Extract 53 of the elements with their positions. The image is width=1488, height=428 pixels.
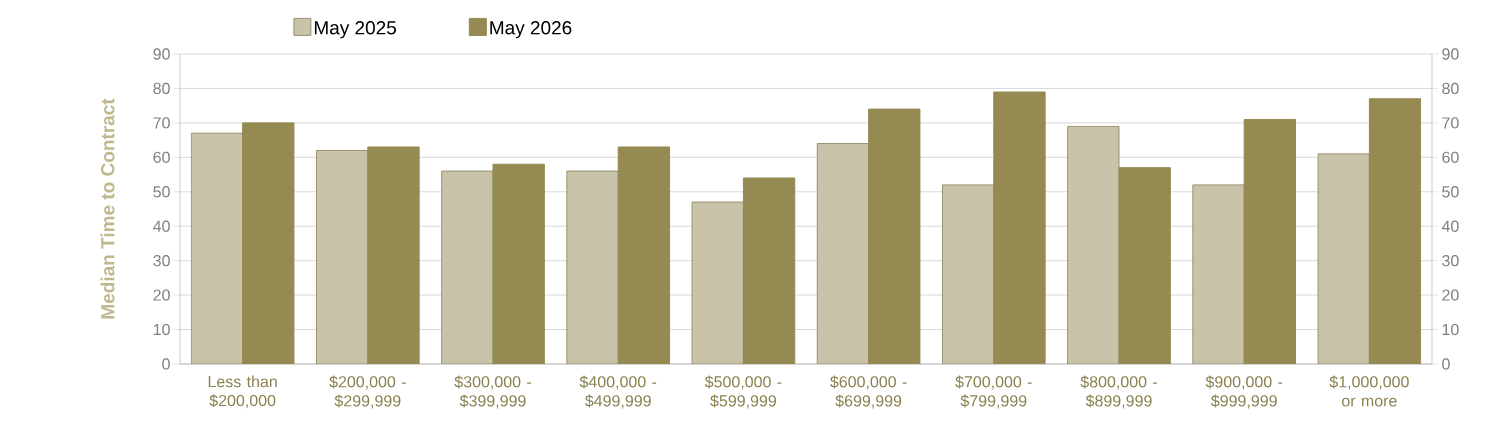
x-tick-label: $900,000 - $999,999	[1205, 375, 1283, 409]
bar	[566, 170, 619, 364]
bar	[816, 143, 870, 364]
y2-tick-label: 10	[1442, 323, 1459, 336]
y-tick-label: 40	[153, 220, 170, 232]
y2-tick-label: 80	[1442, 82, 1459, 95]
x-tick-label: $300,000 - $399,999	[454, 375, 531, 409]
x-tick-label: $400,000 - $499,999	[579, 375, 657, 409]
y-tick-label: 50	[153, 186, 170, 198]
bar	[1192, 184, 1245, 364]
y2-tick-label: 0	[1442, 358, 1450, 370]
y-tick-label: 60	[153, 151, 170, 163]
x-tick-label: $500,000 - $599,999	[704, 375, 782, 409]
y-tick-label: 70	[153, 117, 170, 129]
y2-tick-label: 50	[1442, 186, 1459, 198]
x-tick-label: $700,000 - $799,999	[955, 375, 1032, 409]
y-tick-label: 90	[153, 48, 170, 60]
y-tick-label: 0	[162, 358, 170, 370]
y-tick-label: 10	[153, 323, 170, 336]
bar	[941, 184, 995, 364]
bar	[617, 146, 671, 364]
bar	[315, 149, 369, 364]
legend-label: May 2026	[490, 21, 572, 39]
y2-tick-label: 30	[1442, 255, 1459, 267]
x-tick-label: $200,000 - $299,999	[329, 375, 406, 409]
bar	[1368, 98, 1422, 364]
y-tick-label: 20	[153, 289, 170, 301]
bar	[742, 177, 796, 364]
x-tick-label: $1,000,000 or more	[1329, 375, 1409, 407]
y-tick-label: 80	[153, 82, 170, 95]
bar	[1067, 125, 1120, 364]
y2-tick-label: 20	[1442, 289, 1459, 301]
y2-tick-label: 70	[1442, 117, 1459, 129]
y-tick-label: 30	[153, 255, 170, 267]
bar	[1317, 153, 1370, 364]
bar	[367, 146, 420, 364]
bar	[242, 122, 295, 364]
x-tick-label: $600,000 - $699,999	[830, 375, 907, 409]
y-axis-title: Median Time to Contract	[100, 98, 115, 319]
bar	[441, 170, 494, 364]
bar	[868, 108, 921, 364]
bar	[190, 132, 244, 364]
bar	[1243, 118, 1297, 364]
x-tick-label: Less than $200,000	[208, 375, 277, 409]
bar	[691, 201, 744, 364]
y2-tick-label: 40	[1441, 220, 1459, 232]
bar	[993, 91, 1046, 364]
y2-tick-label: 60	[1442, 151, 1459, 163]
x-tick-label: $800,000 - $899,999	[1080, 375, 1157, 409]
y2-tick-label: 90	[1442, 48, 1459, 60]
bar	[1118, 167, 1171, 364]
bar	[492, 163, 545, 364]
legend-label: May 2025	[314, 21, 396, 39]
